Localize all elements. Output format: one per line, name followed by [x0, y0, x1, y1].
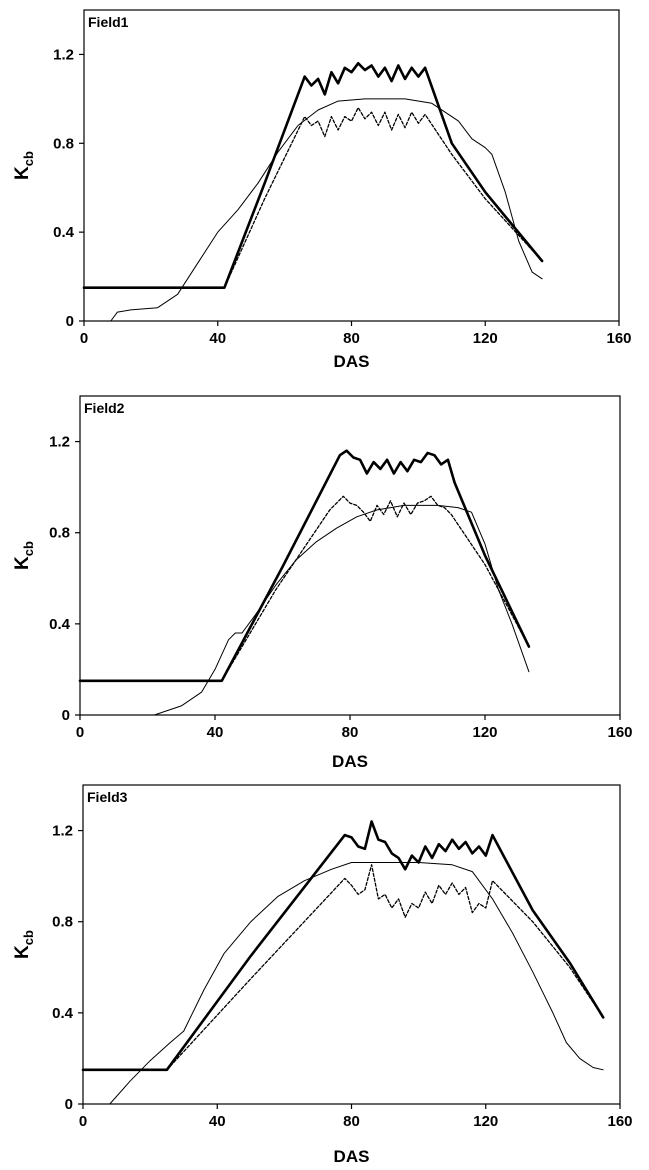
y-tick-label: 0.8 — [49, 525, 70, 542]
y-tick-label: 0.4 — [49, 616, 71, 633]
series-line-thin-solid — [110, 98, 543, 322]
x-tick-label: 40 — [207, 724, 224, 741]
y-tick-label: 0.8 — [52, 914, 73, 931]
y-tick-label: 0 — [62, 707, 70, 724]
series-line-dashed — [221, 495, 530, 682]
y-tick-label: 0 — [66, 313, 74, 330]
plot-frame — [82, 784, 621, 1105]
x-axis-title: DAS — [334, 1147, 370, 1166]
series-line-thin-solid — [109, 862, 604, 1105]
x-tick-label: 160 — [606, 330, 631, 347]
series-line-thick-solid — [81, 820, 605, 1072]
series-line-dashed — [223, 107, 543, 289]
series-line-thin-solid — [153, 504, 530, 716]
y-tick-label: 1.2 — [49, 434, 70, 451]
x-tick-label: 80 — [343, 1113, 360, 1130]
y-tick-label: 0.4 — [53, 224, 75, 241]
chart-panel-1: 0 40 80 120 160 0 0.4 0.8 1.2 DAS Kcb Field1 — [12, 9, 632, 371]
series-line-dashed — [166, 864, 604, 1071]
series-line-thick-solid — [78, 449, 531, 683]
series-line-thick-solid — [82, 62, 544, 289]
x-tick-label: 160 — [607, 724, 632, 741]
y-tick-label: 0.4 — [52, 1005, 74, 1022]
x-tick-label: 120 — [473, 1113, 498, 1130]
plot-frame — [83, 9, 620, 322]
x-tick-label: 160 — [607, 1113, 632, 1130]
x-tick-label: 0 — [79, 1113, 87, 1130]
y-axis-title-main: K — [12, 166, 33, 180]
y-axis-title: Kcb — [12, 930, 36, 959]
x-tick-label: 120 — [472, 724, 497, 741]
x-tick-label: 0 — [76, 724, 84, 741]
x-tick-label: 80 — [342, 724, 359, 741]
x-axis-title: DAS — [332, 752, 368, 771]
x-tick-label: 0 — [80, 330, 88, 347]
y-tick-label: 0.8 — [53, 135, 74, 152]
x-tick-label: 40 — [209, 330, 226, 347]
y-tick-label: 1.2 — [52, 823, 73, 840]
y-tick-label: 1.2 — [53, 46, 74, 63]
y-axis-title-main: K — [12, 945, 33, 959]
y-axis-title-subscript: cb — [21, 930, 36, 945]
panel-label: Field1 — [88, 14, 129, 30]
x-tick-label: 80 — [343, 330, 360, 347]
y-axis-title: Kcb — [12, 541, 36, 570]
y-axis-title: Kcb — [12, 151, 36, 180]
x-tick-label: 120 — [473, 330, 498, 347]
x-tick-label: 40 — [209, 1113, 226, 1130]
chart-panel-3: 0 40 80 120 160 0 0.4 0.8 1.2 DAS Kcb Field3 — [12, 784, 633, 1166]
panel-label: Field2 — [84, 400, 125, 416]
plot-frame — [79, 395, 621, 716]
panel-label: Field3 — [87, 789, 128, 805]
y-axis-title-subscript: cb — [21, 151, 36, 166]
x-axis-title: DAS — [334, 352, 370, 371]
y-tick-label: 0 — [65, 1096, 73, 1113]
chart-panel-2: 0 40 80 120 160 0 0.4 0.8 1.2 DAS Kcb Field2 — [12, 395, 633, 771]
y-axis-title-subscript: cb — [21, 541, 36, 556]
y-axis-title-main: K — [12, 556, 33, 570]
